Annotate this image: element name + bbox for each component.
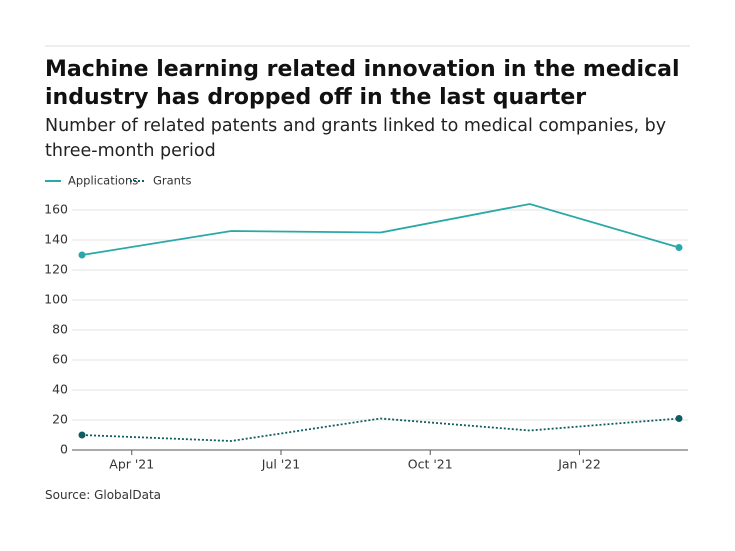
x-tick-label: Jul '21 — [261, 457, 300, 472]
series-line — [81, 203, 680, 256]
y-tick-label: 140 — [44, 232, 68, 247]
y-tick-label: 160 — [44, 202, 68, 217]
chart-subtitle: Number of related patents and grants lin… — [45, 116, 667, 161]
x-tick-label: Jan '22 — [557, 457, 601, 472]
series-line — [81, 417, 680, 442]
source: Source: GlobalData — [45, 488, 162, 502]
chart-title: Machine learning related innovation in t… — [45, 57, 680, 110]
y-tick-label: 60 — [52, 352, 68, 367]
y-tick-label: 80 — [52, 322, 68, 337]
y-tick-label: 100 — [44, 292, 68, 307]
legend-label: Grants — [153, 174, 191, 188]
y-tick-label: 120 — [44, 262, 68, 277]
x-tick-label: Apr '21 — [109, 457, 154, 472]
end-dot — [78, 431, 86, 439]
end-dot — [675, 244, 683, 251]
y-tick-label: 0 — [60, 442, 68, 457]
end-dot — [78, 251, 86, 259]
y-tick-label: 40 — [52, 382, 68, 397]
end-dot — [675, 415, 683, 422]
legend-label: Applications — [68, 174, 138, 188]
y-tick-label: 20 — [52, 412, 68, 427]
x-tick-label: Oct '21 — [408, 457, 453, 472]
